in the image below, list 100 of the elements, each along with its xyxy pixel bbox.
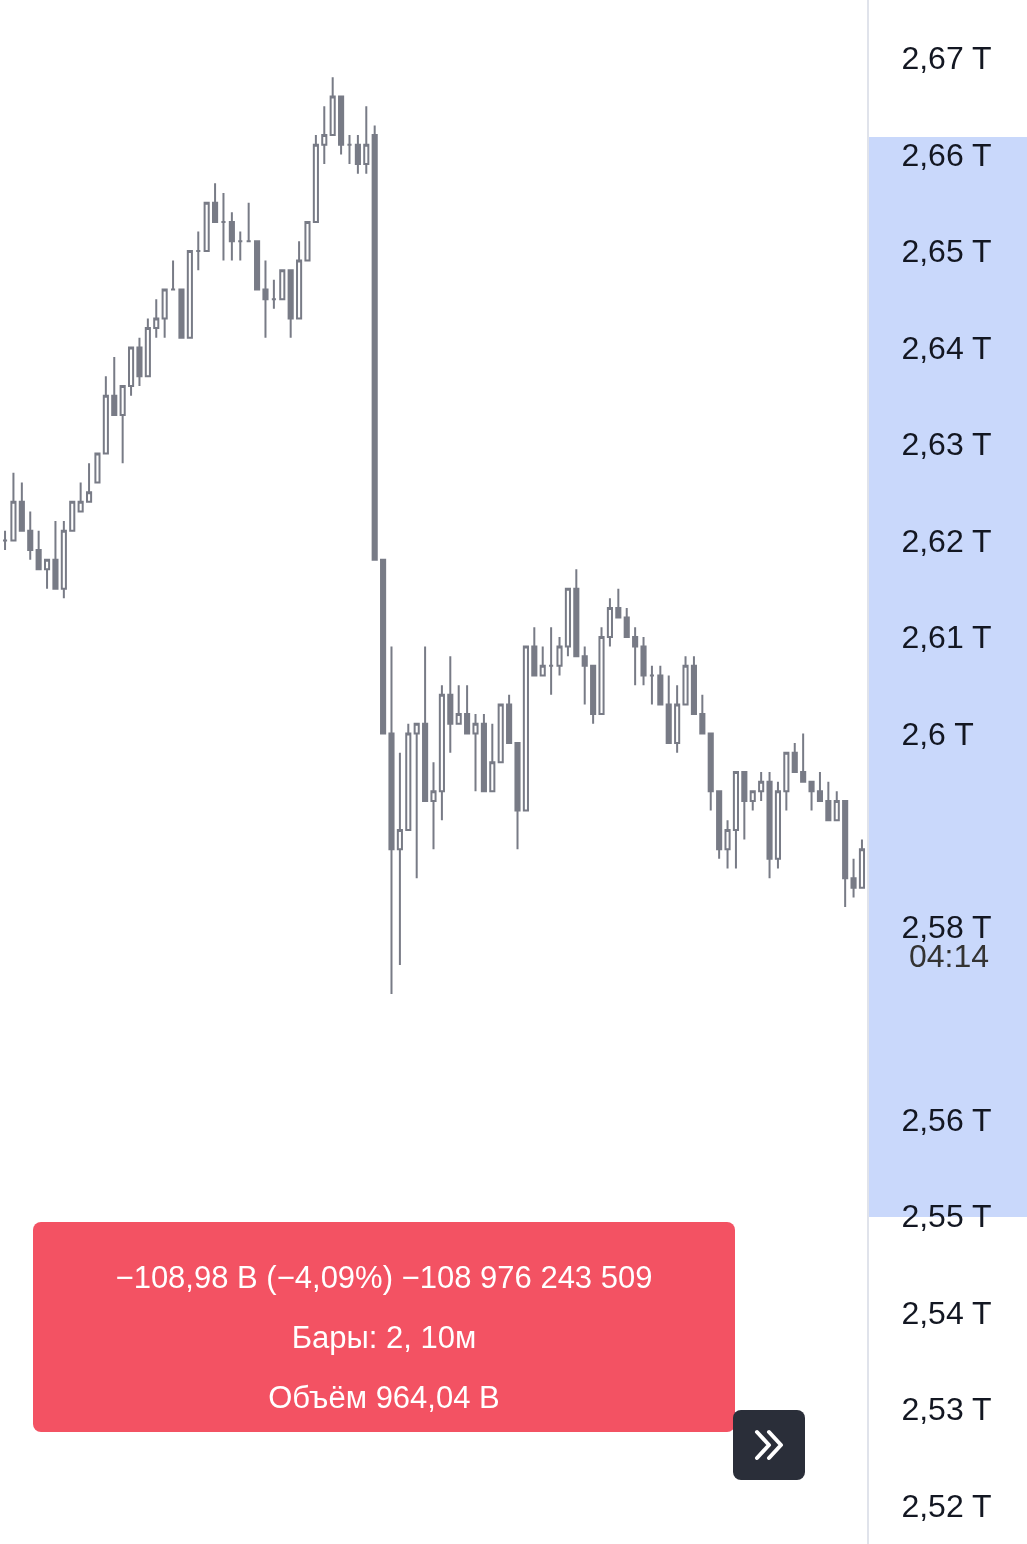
candlestick [170, 259, 177, 291]
candlestick [237, 230, 244, 262]
candlestick [749, 790, 756, 812]
candlestick [657, 664, 664, 706]
annotation: −108,98 B (−4,09%) −108 976 243 509 [114, 1259, 654, 1297]
annotation: Бары: 2, 10м [290, 1319, 478, 1357]
candlestick [514, 742, 521, 851]
y-tick-label: 2,54 T [901, 1294, 992, 1331]
candlestick [808, 780, 815, 812]
candlestick [766, 771, 773, 880]
candlestick [682, 655, 689, 706]
candlestick [556, 635, 563, 677]
candlestick [590, 664, 597, 725]
candlestick [119, 385, 126, 465]
candlestick [338, 95, 345, 156]
candlestick [186, 249, 193, 339]
y-tick-label: 2,65 T [901, 233, 992, 270]
candlestick [548, 626, 555, 696]
candlestick [153, 298, 160, 339]
candlestick [632, 626, 639, 687]
y-tick-label: 2,66 T [901, 136, 992, 173]
candlestick [60, 520, 67, 600]
candlestick [212, 182, 219, 223]
candlestick [128, 346, 135, 397]
candlestick [774, 780, 782, 870]
candlestick [136, 336, 143, 387]
candlestick [363, 105, 370, 175]
candlestick [816, 771, 824, 802]
candlestick [858, 838, 866, 889]
candlestick [27, 510, 34, 561]
candlestick [195, 230, 202, 272]
y-tick-label: 2,62 T [901, 522, 992, 559]
y-tick-label: 2,61 T [901, 619, 992, 656]
candlestick [480, 713, 487, 793]
candlestick [464, 684, 471, 735]
candlestick [388, 645, 395, 995]
candlestick [732, 771, 739, 870]
candlestick [850, 857, 857, 899]
candlestick [522, 645, 529, 812]
candlestick [833, 790, 840, 822]
candlestick [438, 684, 445, 822]
candlestick [741, 771, 748, 841]
candlestick [422, 645, 429, 802]
candlestick [94, 452, 101, 484]
candlestick [52, 520, 59, 590]
candlestick [245, 201, 252, 243]
candlestick [178, 288, 185, 339]
candlestick [43, 558, 51, 590]
candlestick [800, 732, 807, 783]
candlestick [312, 134, 319, 223]
candlestick [254, 240, 261, 291]
candlestick [707, 732, 714, 812]
candlestick [321, 105, 328, 166]
y-tick-label: 2,58 T [901, 908, 992, 945]
candlestick [85, 462, 93, 503]
candlestick [690, 655, 697, 716]
candlestick [346, 134, 353, 166]
candlestick [783, 751, 790, 812]
candlestick [10, 471, 17, 542]
candlestick [203, 201, 210, 252]
candlestick [472, 713, 479, 793]
candlestick [354, 134, 361, 175]
candlestick [539, 645, 546, 677]
candlestick [287, 269, 294, 339]
candlestick [279, 269, 286, 301]
candlestick [1, 529, 9, 552]
info-box: −108,98 B (−4,09%) −108 976 243 509 Бары: 2, 10м Объём 964,04 B [33, 1222, 735, 1432]
candlestick [447, 655, 454, 754]
y-tick-label: 2,55 T [901, 1198, 992, 1235]
candlestick [674, 684, 681, 754]
candlestick [598, 626, 605, 716]
candlestick [606, 597, 613, 648]
y-tick-label: 2,67 T [901, 40, 992, 77]
candlestick [380, 558, 387, 735]
candlestick [77, 481, 84, 513]
candlestick [371, 124, 378, 561]
candlestick [220, 192, 227, 262]
candlestick [35, 529, 42, 571]
candlestick [161, 288, 168, 339]
candlestick [758, 771, 765, 802]
candlestick [716, 790, 723, 860]
y-tick-label: 2,6 T [901, 715, 974, 752]
candlestick [531, 626, 538, 677]
candlestick [573, 568, 580, 658]
candlestick [396, 751, 403, 966]
candlestick [699, 693, 706, 735]
candlestick [581, 645, 588, 706]
candlestick [270, 278, 277, 310]
candlestick [304, 220, 311, 262]
candlestick [296, 240, 303, 320]
candlestick [791, 742, 798, 773]
y-tick-label: 2,56 T [901, 1101, 992, 1138]
candlestick [430, 761, 437, 851]
candlestick [228, 211, 235, 262]
candlestick [413, 722, 420, 880]
candlestick [623, 606, 630, 638]
candlestick [329, 76, 336, 137]
y-tick-label: 2,53 T [901, 1391, 992, 1428]
candlestick [405, 722, 412, 831]
candlestick [665, 674, 672, 745]
